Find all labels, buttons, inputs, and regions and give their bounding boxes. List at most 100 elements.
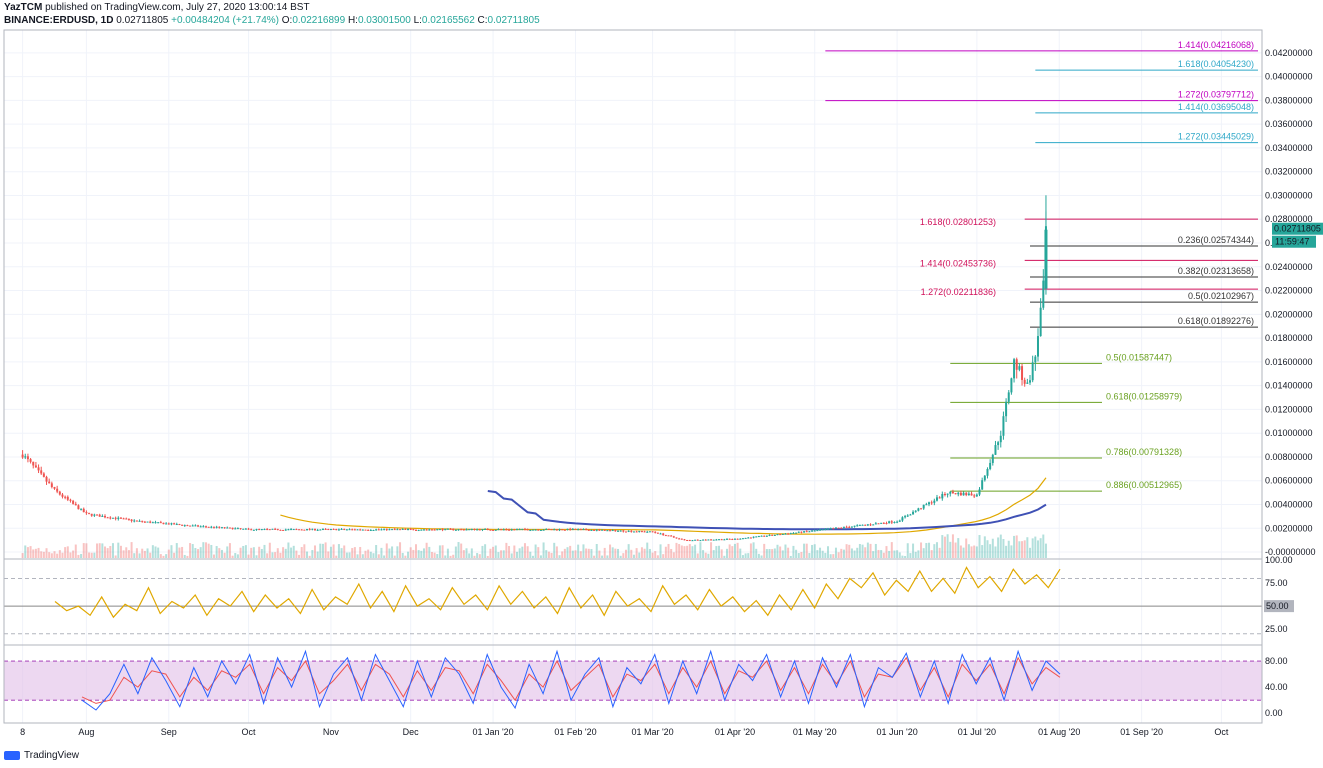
volume-bars <box>21 534 1047 558</box>
volume-bar <box>920 542 923 558</box>
volume-bar <box>784 544 787 558</box>
volume-bar <box>861 544 864 558</box>
volume-bar <box>654 551 657 558</box>
candle-body <box>640 530 643 532</box>
volume-bar <box>582 544 585 558</box>
candle-body <box>215 526 218 528</box>
candle-body <box>250 529 253 531</box>
candle-body <box>96 514 99 516</box>
price-tick-label: 0.02200000 <box>1265 286 1313 296</box>
candle-body <box>372 529 375 531</box>
candle-body <box>1044 229 1048 289</box>
candle-body <box>694 539 697 541</box>
candle-body <box>298 529 301 531</box>
last-price-badge-text: 0.02711805 <box>1274 224 1321 234</box>
candles[interactable] <box>21 195 1048 542</box>
candle-body <box>949 491 952 494</box>
volume-bar <box>205 542 208 558</box>
time-tick-label: Nov <box>323 727 340 737</box>
volume-bar <box>492 546 495 558</box>
candle-body <box>428 529 431 531</box>
time-tick-label: Sep <box>161 727 177 737</box>
volume-bar <box>523 543 526 558</box>
footer-brand[interactable]: TradingView <box>4 750 79 761</box>
candle-body <box>324 528 327 530</box>
candle-body <box>829 528 832 530</box>
candle-body <box>1034 356 1037 363</box>
volume-bar <box>242 545 245 558</box>
volume-bar <box>619 555 622 558</box>
candle-body <box>369 530 372 532</box>
candle-body <box>1015 359 1018 370</box>
candle-body <box>901 517 904 521</box>
volume-bar <box>707 553 710 558</box>
time-tick-label: 01 Aug '20 <box>1038 727 1080 737</box>
volume-bar <box>165 554 168 558</box>
volume-bar <box>133 553 136 558</box>
volume-bar <box>723 555 726 558</box>
volume-bar <box>965 538 968 558</box>
candle-body <box>531 529 534 531</box>
candle-body <box>143 521 146 523</box>
volume-bar <box>800 552 803 558</box>
price-tick-label: 0.04000000 <box>1265 72 1313 82</box>
volume-bar <box>768 549 771 558</box>
volume-bar <box>614 548 617 558</box>
candle-body <box>48 481 51 484</box>
stoch-pane[interactable]: 80.00 40.00 0.00 <box>4 649 1288 718</box>
volume-bar <box>819 547 822 558</box>
candle-body <box>789 533 792 535</box>
candle-body <box>731 539 734 541</box>
candle-body <box>834 527 837 529</box>
volume-bar <box>542 542 545 558</box>
volume-bar <box>975 546 978 558</box>
price-tick-label: 0.01200000 <box>1265 404 1313 414</box>
low-label: L: <box>413 15 422 26</box>
volume-bar <box>298 554 301 558</box>
candle-body <box>667 535 670 537</box>
volume-bar <box>481 545 484 558</box>
volume-bar <box>212 554 215 558</box>
volume-bar <box>348 552 351 558</box>
candle-body <box>444 528 447 531</box>
volume-bar <box>24 545 27 558</box>
candle-body <box>888 521 891 524</box>
candle-body <box>508 529 511 531</box>
volume-bar <box>731 546 734 558</box>
volume-bar <box>329 546 332 558</box>
volume-bar <box>313 545 316 558</box>
candle-body <box>274 528 277 530</box>
volume-bar <box>250 547 253 558</box>
candle-body <box>943 494 946 496</box>
candle-body <box>90 513 93 516</box>
countdown-badge <box>1272 235 1316 248</box>
volume-bar <box>672 552 675 558</box>
volume-bar <box>101 543 104 558</box>
volume-bar <box>949 541 952 558</box>
volume-bar <box>473 555 476 558</box>
volume-bar <box>874 543 877 558</box>
volume-bar <box>271 552 274 558</box>
volume-bar <box>476 553 479 558</box>
symbol-label[interactable]: BINANCE:ERDUSD, 1D <box>4 15 114 26</box>
volume-bar <box>407 551 410 558</box>
volume-bar <box>143 550 146 558</box>
price-tick-label: 0.01800000 <box>1265 333 1313 343</box>
candle-body <box>162 522 165 525</box>
candle-body <box>345 529 348 531</box>
price-tick-label: 0.02400000 <box>1265 262 1313 272</box>
volume-bar <box>1021 541 1024 558</box>
fib-levels[interactable]: 1.414(0.04216068) 1.618(0.04054230) 1.272(… <box>825 40 1258 492</box>
candle-body <box>393 529 396 531</box>
volume-bar <box>159 554 162 558</box>
candle-body <box>303 529 306 531</box>
volume-bar <box>383 555 386 558</box>
volume-bar <box>292 545 295 558</box>
candle-body <box>183 525 186 527</box>
volume-bar <box>449 555 452 558</box>
volume-bar <box>465 548 468 558</box>
volume-bar <box>178 547 181 558</box>
volume-bar <box>260 548 263 558</box>
